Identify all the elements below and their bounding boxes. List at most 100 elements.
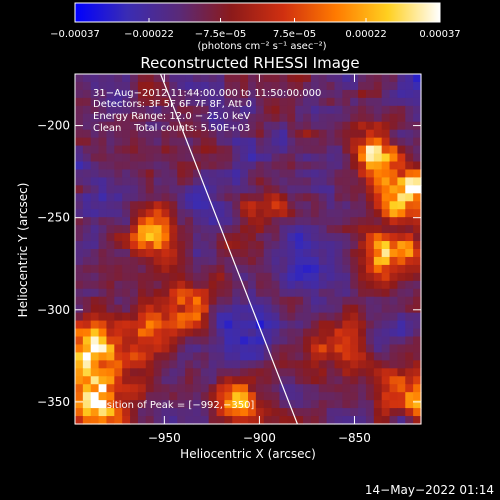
heatmap-cell — [263, 328, 273, 338]
heatmap-cell — [232, 177, 241, 186]
annotation-energy: Energy Range: 12.0 − 25.0 keV — [93, 111, 250, 122]
heatmap-cell — [192, 416, 202, 425]
heatmap-cell — [287, 241, 296, 250]
heatmap-cell — [287, 153, 296, 163]
heatmap-cell — [161, 336, 170, 346]
heatmap-cell — [200, 225, 210, 234]
heatmap-cell — [271, 169, 281, 178]
heatmap-cell — [240, 209, 249, 218]
heatmap-cell — [248, 288, 257, 298]
heatmap-cell — [350, 304, 359, 314]
heatmap-cell — [358, 161, 367, 171]
heatmap-cell — [153, 408, 163, 417]
heatmap-cell — [326, 408, 336, 417]
heatmap-cell — [303, 74, 312, 83]
heatmap-cell — [98, 336, 108, 346]
heatmap-cell — [145, 256, 155, 266]
heatmap-cell — [326, 113, 336, 123]
heatmap-cell — [365, 169, 375, 178]
heatmap-cell — [130, 225, 139, 234]
heatmap-cell — [318, 416, 328, 425]
heatmap-cell — [295, 384, 304, 393]
heatmap-cell — [169, 177, 178, 186]
heatmap-cell — [350, 249, 359, 258]
heatmap-cell — [114, 280, 123, 290]
heatmap-cell — [137, 225, 147, 234]
heatmap-cell — [279, 105, 288, 115]
heatmap-cell — [358, 145, 367, 155]
heatmap-cell — [326, 256, 336, 266]
heatmap-cell — [240, 169, 249, 178]
heatmap-cell — [373, 145, 383, 155]
heatmap-cell — [310, 256, 320, 266]
heatmap-cell — [232, 280, 241, 290]
heatmap-cell — [413, 344, 422, 353]
heatmap-cell — [177, 384, 186, 393]
heatmap-cell — [287, 408, 296, 417]
heatmap-cell — [106, 328, 115, 338]
heatmap-cell — [318, 264, 328, 274]
heatmap-cell — [106, 89, 115, 99]
heatmap-cell — [192, 137, 202, 147]
heatmap-cell — [342, 376, 351, 385]
heatmap-cell — [185, 74, 194, 83]
heatmap-cell — [75, 105, 84, 115]
heatmap-cell — [350, 384, 359, 393]
heatmap-cell — [208, 296, 218, 306]
heatmap-cell — [271, 344, 281, 353]
heatmap-cell — [413, 368, 422, 377]
heatmap-cell — [405, 328, 414, 338]
heatmap-cell — [350, 360, 359, 369]
heatmap-cell — [240, 360, 249, 369]
heatmap-cell — [240, 233, 249, 242]
heatmap-cell — [263, 368, 273, 377]
heatmap-cell — [169, 193, 178, 202]
heatmap-cell — [350, 121, 359, 131]
heatmap-cell — [216, 280, 226, 290]
heatmap-cell — [326, 352, 336, 361]
heatmap-cell — [153, 153, 163, 163]
heatmap-cell — [130, 392, 139, 401]
heatmap-cell — [279, 400, 288, 409]
heatmap-cell — [365, 121, 375, 131]
heatmap-cell — [161, 177, 170, 186]
heatmap-cell — [208, 336, 218, 346]
heatmap-cell — [137, 344, 147, 353]
heatmap-cell — [365, 392, 375, 401]
heatmap-cell — [255, 328, 265, 338]
heatmap-cell — [358, 81, 367, 91]
heatmap-cell — [75, 225, 84, 234]
heatmap-cell — [350, 352, 359, 361]
heatmap-cell — [208, 264, 218, 274]
heatmap-cell — [350, 328, 359, 338]
heatmap-cell — [130, 233, 139, 242]
heatmap-cell — [318, 368, 328, 377]
heatmap-cell — [240, 225, 249, 234]
heatmap-cell — [263, 360, 273, 369]
heatmap-cell — [248, 81, 257, 91]
heatmap-cell — [114, 416, 123, 425]
heatmap-cell — [318, 89, 328, 99]
heatmap-cell — [200, 185, 210, 194]
heatmap-cell — [224, 89, 233, 99]
heatmap-cell — [98, 185, 108, 194]
heatmap-cell — [177, 256, 186, 266]
heatmap-cell — [310, 121, 320, 131]
heatmap-cell — [413, 304, 422, 314]
heatmap-cell — [114, 113, 123, 123]
heatmap-cell — [287, 217, 296, 226]
heatmap-cell — [303, 153, 312, 163]
heatmap-cell — [358, 217, 367, 226]
heatmap-cell — [413, 320, 422, 330]
heatmap-cell — [82, 376, 92, 385]
heatmap-cell — [248, 153, 257, 163]
heatmap-cell — [216, 105, 226, 115]
heatmap-cell — [90, 360, 100, 369]
heatmap-cell — [310, 185, 320, 194]
heatmap-cell — [279, 272, 288, 282]
heatmap-cell — [216, 392, 226, 401]
heatmap-cell — [263, 272, 273, 282]
heatmap-cell — [90, 137, 100, 147]
heatmap-cell — [365, 233, 375, 242]
heatmap-cell — [397, 368, 406, 377]
